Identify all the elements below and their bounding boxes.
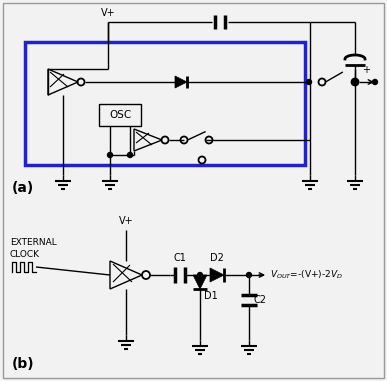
Polygon shape [193,275,207,289]
Circle shape [247,272,252,277]
Text: D2: D2 [210,253,224,263]
Text: D1: D1 [204,291,218,301]
Text: (b): (b) [12,357,34,371]
Circle shape [353,80,358,85]
Circle shape [307,80,312,85]
Circle shape [127,152,132,157]
Circle shape [197,272,202,277]
Text: +: + [362,65,370,75]
Text: $V_{OUT}$=-(V+)-2$V_D$: $V_{OUT}$=-(V+)-2$V_D$ [270,269,343,281]
Circle shape [108,152,113,157]
Text: V+: V+ [101,8,115,18]
Text: C1: C1 [173,253,187,263]
Text: (a): (a) [12,181,34,195]
Polygon shape [210,268,224,282]
Bar [25,42,305,165]
Text: CLOCK: CLOCK [10,250,40,259]
Text: OSC: OSC [109,110,131,120]
Text: EXTERNAL: EXTERNAL [10,238,57,247]
Polygon shape [175,76,187,88]
Circle shape [373,80,377,85]
Bar [99,104,141,126]
Text: C2: C2 [254,295,267,305]
Text: V+: V+ [119,216,133,226]
